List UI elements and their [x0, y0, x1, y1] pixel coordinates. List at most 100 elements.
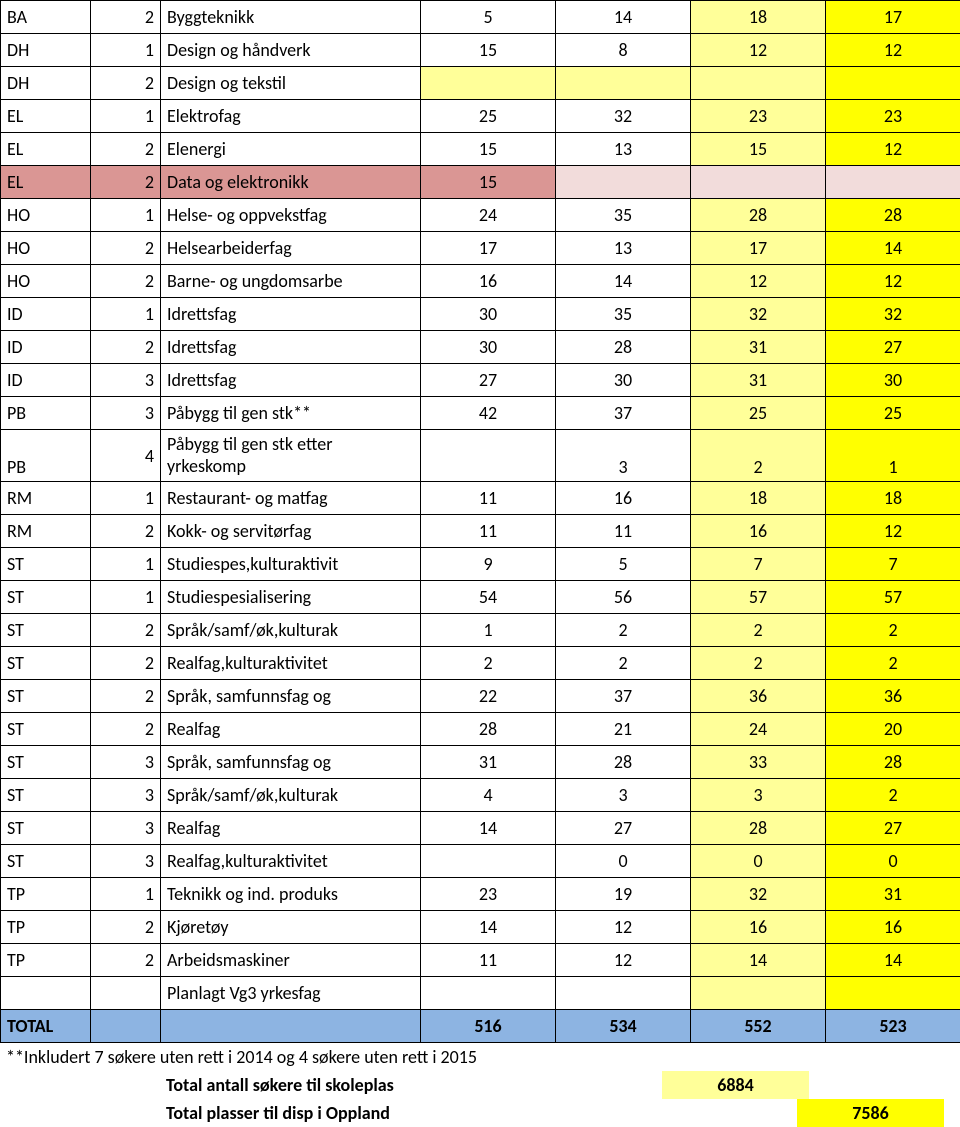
cell: 18 [691, 482, 826, 515]
cell: Design og tekstil [161, 67, 421, 100]
cell: 13 [556, 133, 691, 166]
cell: 17 [421, 232, 556, 265]
cell: Helsearbeiderfag [161, 232, 421, 265]
cell: Språk, samfunnsfag og [161, 746, 421, 779]
cell: Språk/samf/øk,kulturak [161, 779, 421, 812]
table-row: HO1Helse- og oppvekstfag24352828 [1, 199, 960, 232]
cell: 12 [826, 34, 960, 67]
cell: 14 [556, 265, 691, 298]
cell: 2 [91, 166, 161, 199]
cell: 2 [91, 713, 161, 746]
cell [1, 977, 91, 1010]
cell: ID [1, 331, 91, 364]
cell: EL [1, 100, 91, 133]
cell: 2 [826, 647, 960, 680]
cell: 57 [691, 581, 826, 614]
table-row: EL2Elenergi15131512 [1, 133, 960, 166]
cell: 1 [826, 430, 960, 482]
table-row: PB3Påbygg til gen stk**42372525 [1, 397, 960, 430]
cell: Barne- og ungdomsarbe [161, 265, 421, 298]
cell: 1 [91, 581, 161, 614]
cell: 35 [556, 298, 691, 331]
cell: 12 [556, 944, 691, 977]
cell: 2 [91, 1, 161, 34]
cell: DH [1, 34, 91, 67]
cell: 12 [691, 265, 826, 298]
cell: 32 [556, 100, 691, 133]
cell: 16 [556, 482, 691, 515]
data-table: BA2Byggteknikk5141817DH1Design og håndve… [0, 0, 960, 1043]
cell: 28 [826, 746, 960, 779]
cell: 5 [556, 548, 691, 581]
cell: 3 [91, 397, 161, 430]
cell: ID [1, 298, 91, 331]
cell: 0 [556, 845, 691, 878]
cell: HO [1, 265, 91, 298]
cell: 24 [421, 199, 556, 232]
table-row: PB4Påbygg til gen stk etter yrkeskomp321 [1, 430, 960, 482]
cell: 16 [691, 515, 826, 548]
table-row: Planlagt Vg3 yrkesfag [1, 977, 960, 1010]
cell: RM [1, 482, 91, 515]
cell: 28 [556, 331, 691, 364]
table-row: EL1Elektrofag25322323 [1, 100, 960, 133]
cell: 23 [826, 100, 960, 133]
cell: 18 [691, 1, 826, 34]
table-row: ID2Idrettsfag30283127 [1, 331, 960, 364]
cell: Teknikk og ind. produks [161, 878, 421, 911]
cell: 22 [421, 680, 556, 713]
cell: 36 [826, 680, 960, 713]
cell: 2 [556, 614, 691, 647]
summary-label: Total antall søkere til skoleplas [160, 1071, 662, 1099]
cell [691, 977, 826, 1010]
cell: 2 [91, 944, 161, 977]
cell: Realfag,kulturaktivitet [161, 647, 421, 680]
cell: Påbygg til gen stk etter yrkeskomp [161, 430, 421, 482]
cell: TP [1, 944, 91, 977]
cell [421, 845, 556, 878]
cell: 27 [826, 331, 960, 364]
cell: 13 [556, 232, 691, 265]
cell: ID [1, 364, 91, 397]
table-row: HO2Helsearbeiderfag17131714 [1, 232, 960, 265]
cell: 28 [826, 199, 960, 232]
cell: Kjøretøy [161, 911, 421, 944]
cell: 3 [91, 845, 161, 878]
cell: 32 [691, 878, 826, 911]
cell: 12 [826, 265, 960, 298]
cell: 516 [421, 1010, 556, 1043]
cell: 28 [691, 199, 826, 232]
cell: 2 [91, 232, 161, 265]
cell: 23 [421, 878, 556, 911]
cell: 31 [826, 878, 960, 911]
cell: 20 [826, 713, 960, 746]
cell: 11 [421, 482, 556, 515]
cell: ST [1, 779, 91, 812]
cell: 3 [91, 812, 161, 845]
cell [421, 977, 556, 1010]
cell: ST [1, 647, 91, 680]
cell [91, 1010, 161, 1043]
cell: 7 [826, 548, 960, 581]
cell: 1 [91, 548, 161, 581]
cell: 36 [691, 680, 826, 713]
cell: 37 [556, 680, 691, 713]
cell: 8 [556, 34, 691, 67]
cell: 3 [91, 364, 161, 397]
cell: Restaurant- og matfag [161, 482, 421, 515]
cell: 42 [421, 397, 556, 430]
cell: 31 [691, 331, 826, 364]
cell [556, 977, 691, 1010]
cell: 523 [826, 1010, 960, 1043]
cell: DH [1, 67, 91, 100]
cell: 11 [421, 515, 556, 548]
cell: 0 [826, 845, 960, 878]
summary-value: 6884 [662, 1071, 809, 1099]
cell: 25 [826, 397, 960, 430]
cell: 1 [91, 878, 161, 911]
cell: 534 [556, 1010, 691, 1043]
cell: Studiespes,kulturaktivit [161, 548, 421, 581]
cell: 1 [91, 100, 161, 133]
table-row: TP1Teknikk og ind. produks23193231 [1, 878, 960, 911]
cell: 25 [691, 397, 826, 430]
